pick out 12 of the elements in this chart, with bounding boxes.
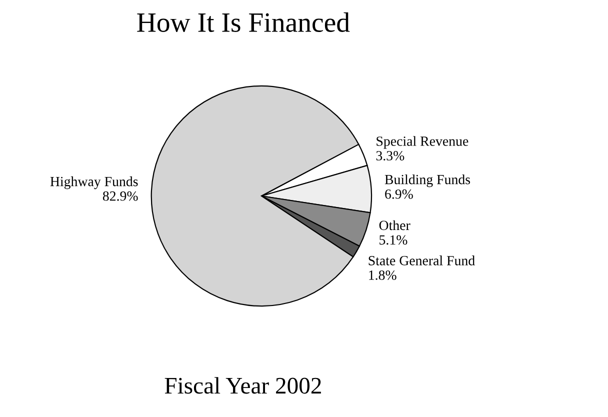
data-label: 5.1% xyxy=(380,235,408,245)
slice-label: Highway Funds xyxy=(50,176,138,190)
slice-label: Special Revenue xyxy=(376,136,468,149)
chart-title: How It Is Financed xyxy=(137,12,350,32)
text: Fiscal Year 2002 xyxy=(164,377,321,394)
slice-label: Other xyxy=(379,220,410,230)
slice-label: State General Fund xyxy=(368,256,475,266)
data-label: 1.8% xyxy=(369,270,396,280)
data-label: 82.9% xyxy=(102,191,138,201)
slice-label: Building Funds xyxy=(384,174,470,188)
data-label: 3.3% xyxy=(376,151,404,160)
data-label: 6.9% xyxy=(385,189,413,199)
